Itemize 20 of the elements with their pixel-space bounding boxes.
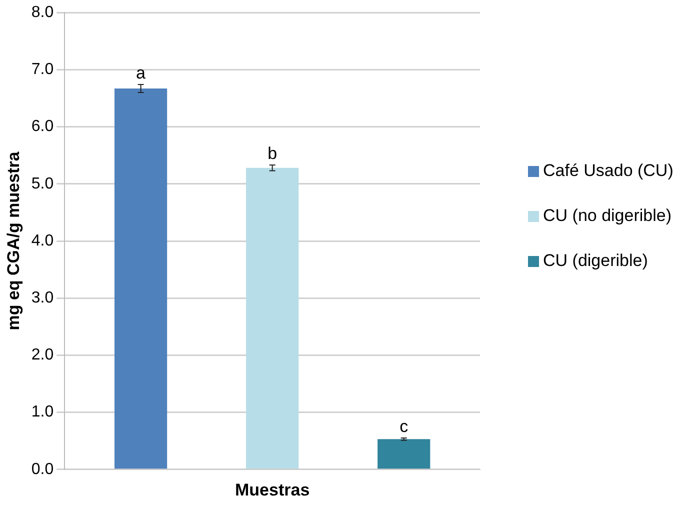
y-tick-label: 3.0 (31, 290, 54, 307)
bar (246, 168, 299, 469)
annotation: c (400, 417, 409, 436)
y-tick-label: 7.0 (31, 61, 54, 78)
bar (114, 88, 168, 469)
legend-label: Café Usado (CU) (543, 160, 674, 181)
legend-label: CU (no digerible) (543, 205, 672, 226)
y-tick-label: 4.0 (31, 232, 54, 250)
y-tick-label: 0.0 (31, 460, 54, 478)
y-tick-label: 1.0 (31, 404, 54, 421)
annotation: b (268, 144, 278, 164)
y-tick-label: 6.0 (31, 118, 54, 136)
y-axis-title: mg eq CGA/g muestra (4, 151, 23, 330)
annotation: a (136, 64, 146, 83)
bar (378, 439, 430, 469)
x-axis-title: Muestras (235, 480, 310, 500)
y-tick-label: 2.0 (31, 346, 54, 364)
y-tick-label: 8.0 (31, 4, 54, 22)
legend-label: CU (digerible) (543, 250, 648, 271)
y-tick-label: 5.0 (31, 175, 54, 192)
